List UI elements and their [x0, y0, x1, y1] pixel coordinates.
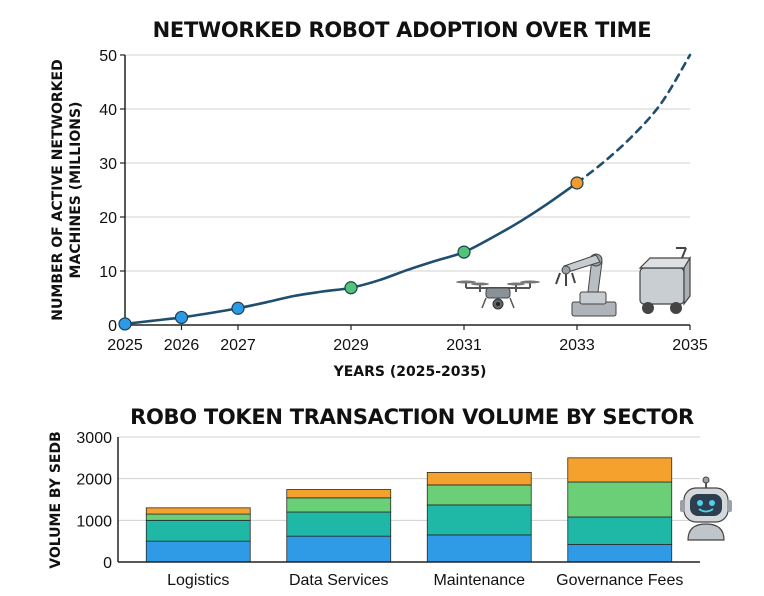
line-chart-x-tick-label: 2035 [672, 337, 708, 354]
line-data-point [231, 301, 245, 315]
bar-segment [426, 504, 532, 536]
bar-category-label: Maintenance [433, 572, 525, 589]
bar-chart-y-label: VOLUME BY SEDB [48, 431, 64, 569]
line-chart-y-tick-label: 10 [99, 264, 117, 281]
line-chart-x-tick-label: 2029 [333, 337, 369, 354]
bar-segment [567, 544, 673, 563]
line-chart-title: NETWORKED ROBOT ADOPTION OVER TIME [153, 18, 652, 42]
bar-chart-y-ticks: 0 1000 2000 3000 [76, 430, 112, 572]
line-chart-gridlines [125, 54, 690, 272]
line-chart-y-tick-label: 0 [108, 318, 117, 335]
bar-segment [567, 481, 673, 518]
bar-segment [567, 516, 673, 545]
bar-chart-y-tick-label: 2000 [76, 472, 112, 489]
line-chart-series [123, 53, 692, 326]
bar-segment [145, 513, 251, 521]
line-chart-markers [118, 176, 584, 331]
line-data-point [570, 176, 584, 190]
bar-segment [286, 535, 392, 563]
bar-segment [286, 489, 392, 499]
line-data-point [118, 317, 132, 331]
bar-segment [426, 484, 532, 506]
line-chart: NETWORKED ROBOT ADOPTION OVER TIME 0 10 20… [50, 18, 708, 380]
line-chart-y-label-line2: MACHINES (MILLIONS) [68, 102, 84, 279]
bar-segment [145, 507, 251, 515]
line-chart-y-tick-label: 50 [99, 48, 117, 65]
bar-segment [145, 540, 251, 563]
bar-segment [426, 534, 532, 563]
bar-segment [286, 511, 392, 537]
line-chart-y-tick-label: 20 [99, 210, 117, 227]
bar-category-label: Logistics [167, 572, 229, 589]
bar-segment [286, 497, 392, 513]
line-chart-x-ticks: 2025 2026 2027 2029 2031 2033 2035 [107, 325, 708, 354]
line-chart-y-tick-label: 40 [99, 102, 117, 119]
bar-category-label: Governance Fees [556, 572, 683, 589]
line-chart-y-ticks: 0 10 20 30 40 50 [99, 48, 125, 335]
bar-segment [426, 472, 532, 486]
line-chart-x-tick-label: 2026 [164, 337, 200, 354]
bar-chart-y-tick-label: 3000 [76, 430, 112, 447]
line-chart-x-tick-label: 2033 [559, 337, 595, 354]
line-chart-x-tick-label: 2031 [446, 337, 482, 354]
robot-mascot-icon [680, 476, 732, 541]
line-chart-x-tick-label: 2027 [220, 337, 256, 354]
line-chart-x-tick-label: 2025 [107, 337, 143, 354]
line-data-point [344, 281, 358, 295]
bar-segment [567, 457, 673, 483]
line-chart-x-label: YEARS (2025-2035) [333, 364, 487, 380]
bar-chart: ROBO TOKEN TRANSACTION VOLUME BY SECTOR … [48, 405, 732, 589]
drone-icon [456, 280, 540, 310]
robotic-arm-icon [555, 253, 617, 317]
bar-chart-bars [145, 457, 673, 563]
bar-chart-y-tick-label: 1000 [76, 513, 112, 530]
bar-chart-categories: Logistics Data Services Maintenance Governa… [167, 572, 683, 589]
line-series-projected [575, 53, 692, 185]
delivery-robot-icon [638, 247, 692, 314]
bar-category-label: Data Services [289, 572, 389, 589]
line-chart-y-label-line1: NUMBER OF ACTIVE NETWORKED [50, 59, 66, 320]
bar-chart-y-tick-label: 0 [103, 555, 112, 572]
line-series-actual [123, 181, 579, 326]
line-data-point [174, 310, 189, 325]
bar-chart-title: ROBO TOKEN TRANSACTION VOLUME BY SECTOR [130, 405, 694, 429]
line-chart-y-tick-label: 30 [99, 156, 117, 173]
line-data-point [457, 245, 471, 259]
bar-segment [145, 519, 251, 542]
